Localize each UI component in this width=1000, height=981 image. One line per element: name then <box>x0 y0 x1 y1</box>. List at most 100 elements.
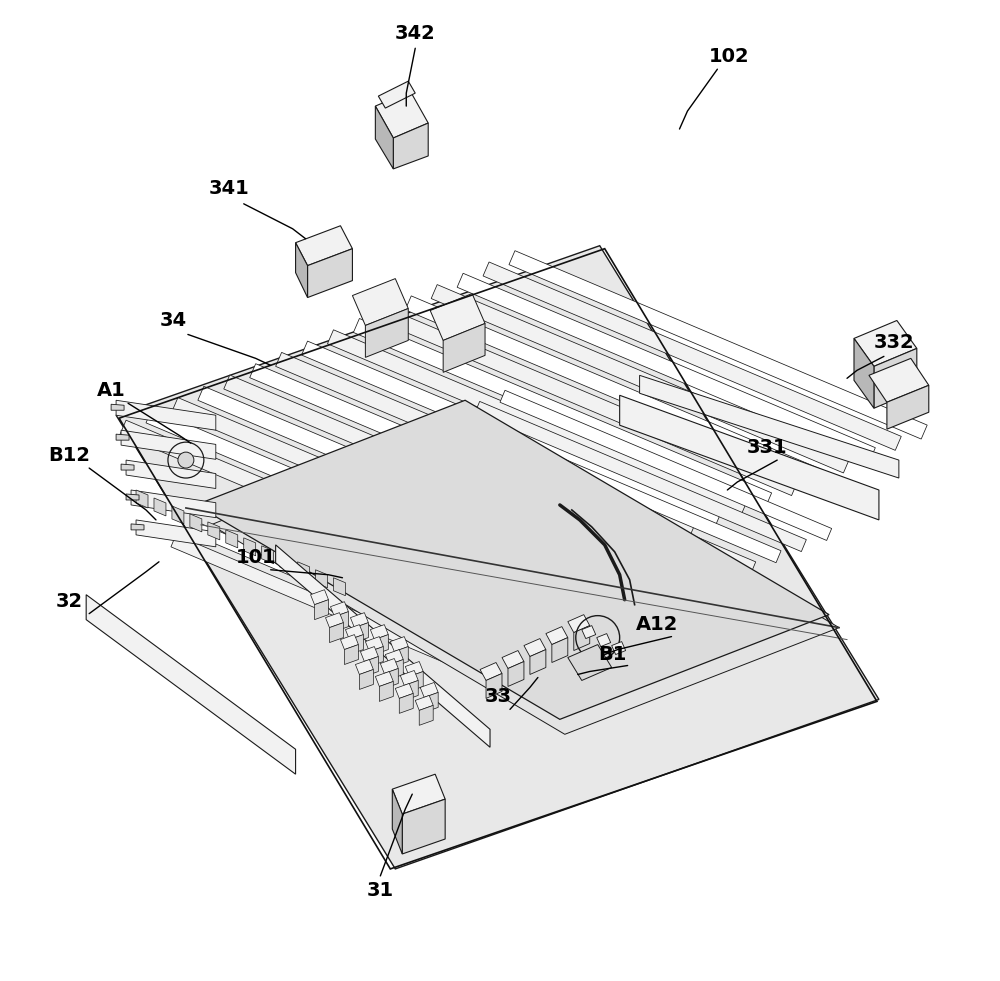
Polygon shape <box>409 671 423 692</box>
Polygon shape <box>190 514 202 532</box>
Polygon shape <box>353 319 772 507</box>
Polygon shape <box>211 415 839 735</box>
Polygon shape <box>296 226 352 266</box>
Polygon shape <box>509 251 927 439</box>
Polygon shape <box>344 645 358 664</box>
Polygon shape <box>384 668 398 689</box>
Polygon shape <box>854 338 874 408</box>
Polygon shape <box>369 646 383 666</box>
Text: 34: 34 <box>159 311 186 330</box>
Polygon shape <box>365 637 383 651</box>
Polygon shape <box>379 682 393 701</box>
Polygon shape <box>334 612 348 632</box>
Polygon shape <box>405 661 423 677</box>
Polygon shape <box>359 669 373 690</box>
Polygon shape <box>308 249 352 297</box>
Polygon shape <box>424 693 438 712</box>
Polygon shape <box>402 800 445 854</box>
Polygon shape <box>373 446 705 596</box>
Polygon shape <box>297 480 629 630</box>
Polygon shape <box>390 637 408 651</box>
Polygon shape <box>250 364 668 552</box>
Polygon shape <box>333 578 345 595</box>
Polygon shape <box>620 395 879 520</box>
Polygon shape <box>262 545 274 564</box>
Polygon shape <box>393 123 428 169</box>
Polygon shape <box>375 671 393 687</box>
Polygon shape <box>370 625 388 640</box>
Polygon shape <box>131 490 216 518</box>
Polygon shape <box>385 649 403 664</box>
Polygon shape <box>597 634 611 646</box>
Polygon shape <box>475 401 806 551</box>
Polygon shape <box>355 659 373 675</box>
Text: 31: 31 <box>367 881 394 901</box>
Polygon shape <box>854 321 917 366</box>
Polygon shape <box>302 341 720 530</box>
Text: 341: 341 <box>208 180 249 198</box>
Polygon shape <box>208 522 220 540</box>
Polygon shape <box>869 358 929 402</box>
Polygon shape <box>126 460 216 489</box>
Polygon shape <box>276 352 694 541</box>
Polygon shape <box>449 413 781 563</box>
Polygon shape <box>280 554 292 572</box>
Text: 33: 33 <box>485 687 512 706</box>
Polygon shape <box>486 674 502 698</box>
Polygon shape <box>276 544 490 748</box>
Polygon shape <box>136 490 148 508</box>
Polygon shape <box>574 626 590 650</box>
Polygon shape <box>354 623 368 643</box>
Polygon shape <box>360 646 378 661</box>
Polygon shape <box>431 284 849 473</box>
Polygon shape <box>480 662 502 681</box>
Text: A12: A12 <box>636 615 679 634</box>
Polygon shape <box>424 424 756 574</box>
Text: B12: B12 <box>48 445 90 465</box>
Polygon shape <box>400 670 418 686</box>
Polygon shape <box>404 681 418 700</box>
Polygon shape <box>131 524 144 530</box>
Polygon shape <box>325 613 343 628</box>
Polygon shape <box>327 330 746 518</box>
Polygon shape <box>874 348 917 408</box>
Polygon shape <box>374 635 388 654</box>
Polygon shape <box>272 490 604 641</box>
Polygon shape <box>340 635 358 649</box>
Polygon shape <box>154 498 166 516</box>
Polygon shape <box>86 594 296 774</box>
Polygon shape <box>116 245 879 869</box>
Polygon shape <box>349 635 363 654</box>
Polygon shape <box>244 538 256 556</box>
Polygon shape <box>315 599 328 620</box>
Polygon shape <box>508 661 524 687</box>
Polygon shape <box>430 293 485 340</box>
Polygon shape <box>222 513 553 663</box>
Polygon shape <box>457 274 875 462</box>
Polygon shape <box>247 501 579 651</box>
Polygon shape <box>365 308 408 357</box>
Polygon shape <box>323 468 654 618</box>
Polygon shape <box>420 683 438 697</box>
Polygon shape <box>111 404 124 410</box>
Polygon shape <box>196 400 829 719</box>
Polygon shape <box>483 262 901 450</box>
Text: 101: 101 <box>235 548 276 567</box>
Polygon shape <box>120 420 538 608</box>
Polygon shape <box>392 789 402 854</box>
Polygon shape <box>887 386 929 429</box>
Polygon shape <box>126 494 139 500</box>
Polygon shape <box>298 562 310 580</box>
Text: 32: 32 <box>56 593 83 611</box>
Polygon shape <box>568 615 590 633</box>
Text: 342: 342 <box>395 24 436 43</box>
Polygon shape <box>612 642 626 654</box>
Polygon shape <box>415 696 433 710</box>
Polygon shape <box>329 623 343 643</box>
Polygon shape <box>311 590 328 604</box>
Polygon shape <box>419 705 433 725</box>
Polygon shape <box>375 106 393 169</box>
Polygon shape <box>350 613 368 628</box>
Polygon shape <box>389 659 403 680</box>
Polygon shape <box>502 650 524 668</box>
